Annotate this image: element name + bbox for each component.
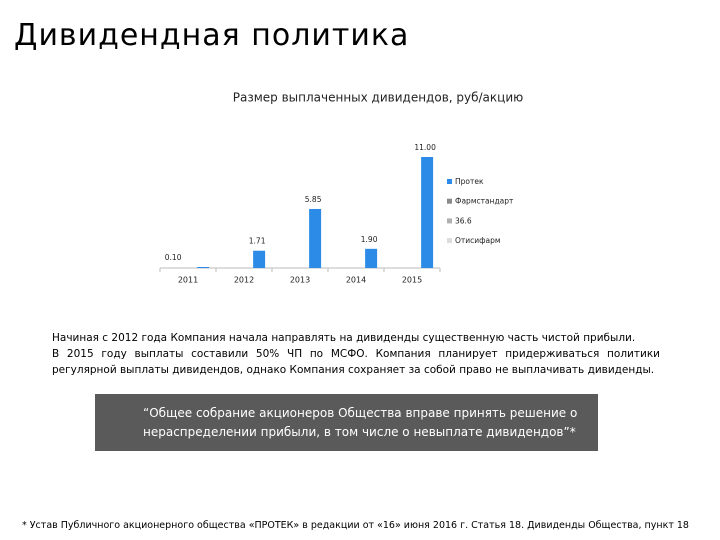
legend-swatch	[447, 238, 452, 244]
x-tick-label: 2012	[234, 276, 254, 285]
legend-label: Протек	[455, 177, 484, 186]
bar	[309, 208, 322, 268]
legend-swatch	[447, 198, 452, 204]
value-label: 1.90	[361, 235, 378, 244]
value-label: 0.10	[165, 253, 182, 262]
x-tick-label: 2011	[178, 276, 198, 285]
x-tick-label: 2013	[290, 276, 310, 285]
legend-swatch	[447, 179, 452, 184]
bar	[365, 248, 378, 268]
chart: Размер выплаченных дивидендов, руб/акцию…	[159, 91, 523, 285]
value-label: 11.00	[414, 143, 436, 152]
bar	[197, 266, 210, 268]
chart-title: Размер выплаченных дивидендов, руб/акцию	[233, 91, 523, 105]
legend-label: Фармстандарт	[455, 197, 514, 206]
x-tick-label: 2014	[346, 276, 366, 285]
legend-swatch	[447, 218, 452, 224]
x-tick-label: 2015	[402, 276, 422, 285]
footnote: * Устав Публичного акционерного общества…	[22, 520, 689, 531]
paragraph: В 2015 году выплаты составили 50% ЧП по …	[52, 348, 660, 376]
paragraph: Начиная с 2012 года Компания начала напр…	[52, 332, 636, 344]
legend-label: Отисифарм	[455, 236, 501, 245]
value-label: 5.85	[305, 195, 322, 204]
slide-title: Дивидендная политика	[14, 18, 410, 53]
value-label: 1.71	[249, 237, 266, 246]
quote-box: “Общее собрание акционеров Общества впра…	[95, 394, 598, 451]
bar	[421, 157, 434, 268]
legend-label: 36.6	[455, 216, 472, 225]
bar	[253, 250, 266, 268]
